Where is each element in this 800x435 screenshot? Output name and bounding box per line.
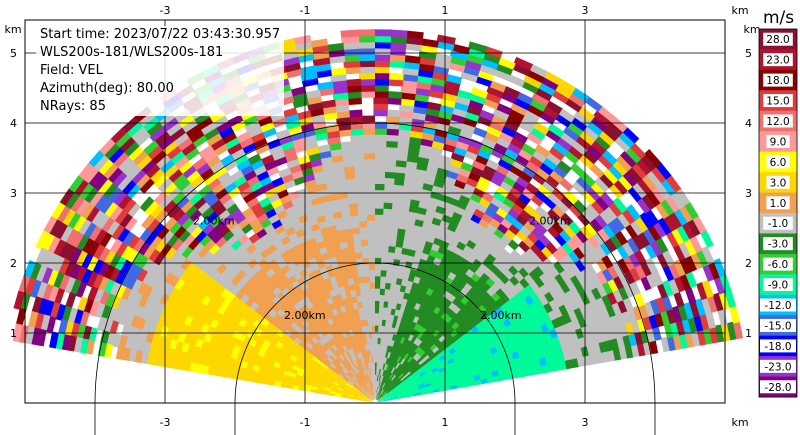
- colorbar-tick-label: 1.0: [770, 198, 787, 210]
- colorbar-tick-label: 6.0: [770, 157, 787, 169]
- x-unit-label: km: [731, 4, 748, 17]
- y-tick-label: 2: [10, 257, 17, 270]
- x-tick-label: -1: [300, 416, 311, 429]
- colorbar-tick-label: 28.0: [766, 34, 789, 46]
- y-tick-label: 2: [745, 257, 752, 270]
- colorbar-tick-label: -1.0: [768, 218, 789, 230]
- colorbar-tick-label: -6.0: [768, 259, 789, 271]
- y-unit-label: km: [4, 23, 21, 36]
- nrays-label: NRays: 85: [40, 99, 106, 114]
- azimuth-label: Azimuth(deg): 80.00: [40, 81, 174, 96]
- x-unit-label: km: [731, 416, 748, 429]
- x-tick-label: 1: [442, 416, 449, 429]
- colorbar-tick-label: -3.0: [768, 239, 789, 251]
- colorbar-tick-label: -15.0: [764, 320, 791, 332]
- range-ring-label: 2.00km: [193, 215, 235, 228]
- colorbar-tick-label: 12.0: [766, 116, 789, 128]
- y-tick-label: 1: [745, 327, 752, 340]
- colorbar: 28.0 23.0 18.0 15.0 12.0 9.0 6.0 3.0 1.0 -1.0 -3.0…: [758, 28, 798, 398]
- y-tick-label: 5: [10, 47, 17, 60]
- y-tick-label: 3: [745, 187, 752, 200]
- colorbar-tick-label: 23.0: [766, 55, 789, 67]
- y-tick-label: 5: [745, 47, 752, 60]
- x-tick-label: -3: [160, 416, 171, 429]
- colorbar-tick-label: 18.0: [766, 75, 789, 87]
- y-unit-label: km: [743, 23, 760, 36]
- x-tick-label: 3: [582, 4, 589, 17]
- colorbar-tick-label: -28.0: [764, 382, 791, 394]
- y-tick-label: 3: [10, 187, 17, 200]
- info-panel: Start time: 2023/07/22 03:43:30.957 WLS2…: [36, 26, 285, 116]
- colorbar-tick-label: -9.0: [768, 280, 789, 292]
- x-tick-label: -3: [160, 4, 171, 17]
- colorbar-tick-label: 15.0: [766, 96, 789, 108]
- colorbar-tick-label: -12.0: [764, 300, 791, 312]
- range-ring-label: 2.00km: [480, 309, 522, 322]
- y-tick-label: 4: [745, 117, 752, 130]
- field-label: Field: VEL: [40, 63, 103, 78]
- x-tick-label: -1: [300, 4, 311, 17]
- station-label: WLS200s-181/WLS200s-181: [40, 45, 224, 60]
- range-rings: 2.00km 2.00km 2.00km 2.00km: [94, 122, 656, 435]
- plot-frame: [24, 19, 726, 404]
- y-tick-label: 4: [10, 117, 17, 130]
- colorbar-tick-label: -18.0: [764, 341, 791, 353]
- range-ring-label: 2.00km: [284, 309, 326, 322]
- colorbar-tick-label: -23.0: [764, 361, 791, 373]
- y-tick-label: 1: [10, 327, 17, 340]
- axis-ticks: -3 -3 -1 -1 1 1 3 3 1 1 2 2 3 3 4 4 5 5 km km km km: [4, 4, 760, 429]
- x-tick-label: 1: [442, 4, 449, 17]
- start-time-label: Start time: 2023/07/22 03:43:30.957: [40, 27, 281, 42]
- range-ring-label: 2.00km: [529, 215, 571, 228]
- x-tick-label: 3: [582, 416, 589, 429]
- colorbar-tick-label: 3.0: [770, 177, 787, 189]
- colorbar-tick-label: 9.0: [770, 136, 787, 148]
- colorbar-unit: m/s: [763, 8, 795, 28]
